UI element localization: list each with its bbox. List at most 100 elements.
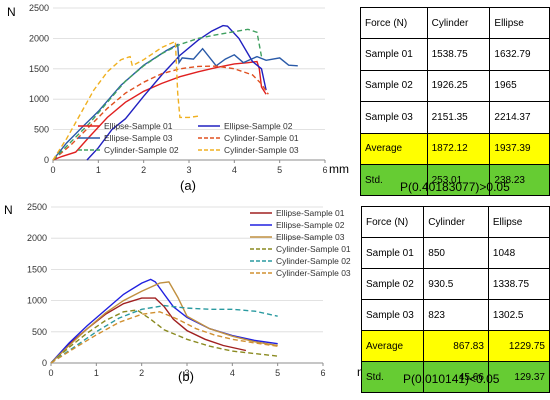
legend-label: Ellipse-Sample 01 <box>276 208 345 218</box>
table-header-row: Force (N) Cylinder Ellipse <box>360 206 550 238</box>
series-line <box>52 43 298 161</box>
table-cell: Average <box>360 330 425 362</box>
p-value-a: P(0.40183077)>0.05 <box>400 180 510 194</box>
table-cell: 2151.35 <box>426 101 491 134</box>
table-cell: 1302.5 <box>487 299 550 331</box>
y-tick-label: 1500 <box>29 64 49 74</box>
table-header-cell: Force (N) <box>360 6 428 40</box>
table-cell: Std. <box>360 361 425 393</box>
table-cell: 253.01 <box>426 163 491 197</box>
table-header-cell: Ellipse <box>489 6 550 40</box>
table-header-cell: Cylinder <box>426 6 491 40</box>
x-tick-label: 0 <box>48 368 53 378</box>
table-cell: Sample 03 <box>360 299 425 331</box>
table-cell: Sample 03 <box>360 101 428 134</box>
y-tick-label: 0 <box>42 358 47 368</box>
table-cell: Sample 02 <box>360 69 428 103</box>
legend-label: Cylinder-Sample 01 <box>276 244 351 254</box>
x-tick-label: 2 <box>139 368 144 378</box>
table-average-row: Average 867.83 1229.75 <box>360 330 550 362</box>
legend-label: Cylinder-Sample 02 <box>276 256 351 266</box>
y-tick-label: 1000 <box>29 94 49 104</box>
series-line <box>50 281 278 364</box>
force-table-a: Force (N) Cylinder Ellipse Sample 01 153… <box>360 6 550 197</box>
panel-label: (b) <box>178 369 194 384</box>
series-line <box>86 24 267 161</box>
table-average-row: Average 1872.12 1937.39 <box>360 132 550 165</box>
x-tick-label: 4 <box>232 165 237 175</box>
legend-label: Ellipse-Sample 03 <box>276 232 345 242</box>
x-axis-label: mm <box>329 162 349 176</box>
table-cell: 1872.12 <box>426 132 491 165</box>
table-cell: 930.5 <box>423 268 489 300</box>
x-tick-label: 5 <box>275 368 280 378</box>
panel-label: (a) <box>180 178 196 193</box>
legend-label: Cylinder-Sample 02 <box>104 145 179 155</box>
y-axis-label: N <box>7 5 16 19</box>
table-cell: Sample 01 <box>360 237 425 269</box>
table-cell: 1538.75 <box>426 38 491 71</box>
table-cell: 1229.75 <box>487 330 550 362</box>
table-cell: 850 <box>423 237 489 269</box>
x-tick-label: 3 <box>184 368 189 378</box>
y-tick-label: 2500 <box>29 3 49 13</box>
p-value-b: P(0.010141)<0.05 <box>403 372 500 386</box>
table-cell: 867.83 <box>423 330 489 362</box>
x-tick-label: 6 <box>320 368 325 378</box>
table-cell: 1632.79 <box>489 38 550 71</box>
table-header-cell: Force (N) <box>360 206 425 238</box>
y-tick-label: 500 <box>34 125 49 135</box>
legend-label: Ellipse-Sample 01 <box>104 121 173 131</box>
legend-label: Cylinder-Sample 03 <box>224 145 299 155</box>
table-header-cell: Ellipse <box>487 206 550 238</box>
table-std-row: Std. 253.01 238.23 <box>360 163 550 197</box>
table-cell: 823 <box>423 299 489 331</box>
y-tick-label: 2000 <box>27 233 47 243</box>
table-cell: Average <box>360 132 428 165</box>
table-std-row: Std. 45.66 129.37 <box>360 361 550 393</box>
table-cell: 1937.39 <box>489 132 550 165</box>
table-header-row: Force (N) Cylinder Ellipse <box>360 6 550 40</box>
table-row: Sample 03 2151.35 2214.37 <box>360 101 550 134</box>
table-cell: 129.37 <box>487 361 550 393</box>
table-row: Sample 01 1538.75 1632.79 <box>360 38 550 71</box>
x-tick-label: 2 <box>141 165 146 175</box>
table-cell: 238.23 <box>489 163 550 197</box>
table-cell: 45.66 <box>423 361 489 393</box>
table-row: Sample 02 1926.25 1965 <box>360 69 550 103</box>
table-row: Sample 03 823 1302.5 <box>360 299 550 331</box>
series-line <box>50 304 278 364</box>
x-tick-label: 3 <box>186 165 191 175</box>
table-cell: 1338.75 <box>487 268 550 300</box>
y-tick-label: 2000 <box>29 33 49 43</box>
y-tick-label: 1500 <box>27 264 47 274</box>
x-tick-label: 1 <box>94 368 99 378</box>
y-tick-label: 0 <box>44 155 49 165</box>
series-line <box>50 311 278 364</box>
series-line <box>52 28 263 161</box>
legend-label: Ellipse-Sample 02 <box>224 121 293 131</box>
series-line <box>50 309 278 364</box>
series-line <box>52 40 199 161</box>
y-axis-label: N <box>4 203 13 217</box>
y-tick-label: 2500 <box>27 202 47 212</box>
y-tick-label: 1000 <box>27 296 47 306</box>
x-tick-label: 1 <box>96 165 101 175</box>
x-tick-label: 4 <box>230 368 235 378</box>
legend-label: Cylinder-Sample 01 <box>224 133 299 143</box>
table-cell: 1926.25 <box>426 69 491 103</box>
table-cell: 1965 <box>489 69 550 103</box>
x-tick-label: 5 <box>277 165 282 175</box>
table-cell: Sample 02 <box>360 268 425 300</box>
legend-label: Cylinder-Sample 03 <box>276 268 351 278</box>
legend-label: Ellipse-Sample 03 <box>104 133 173 143</box>
series-line <box>52 60 267 161</box>
table-row: Sample 01 850 1048 <box>360 237 550 269</box>
table-cell: Sample 01 <box>360 38 428 71</box>
legend-label: Ellipse-Sample 02 <box>276 220 345 230</box>
table-cell: Std. <box>360 163 428 197</box>
x-tick-label: 6 <box>322 165 327 175</box>
x-tick-label: 0 <box>50 165 55 175</box>
table-cell: 2214.37 <box>489 101 550 134</box>
